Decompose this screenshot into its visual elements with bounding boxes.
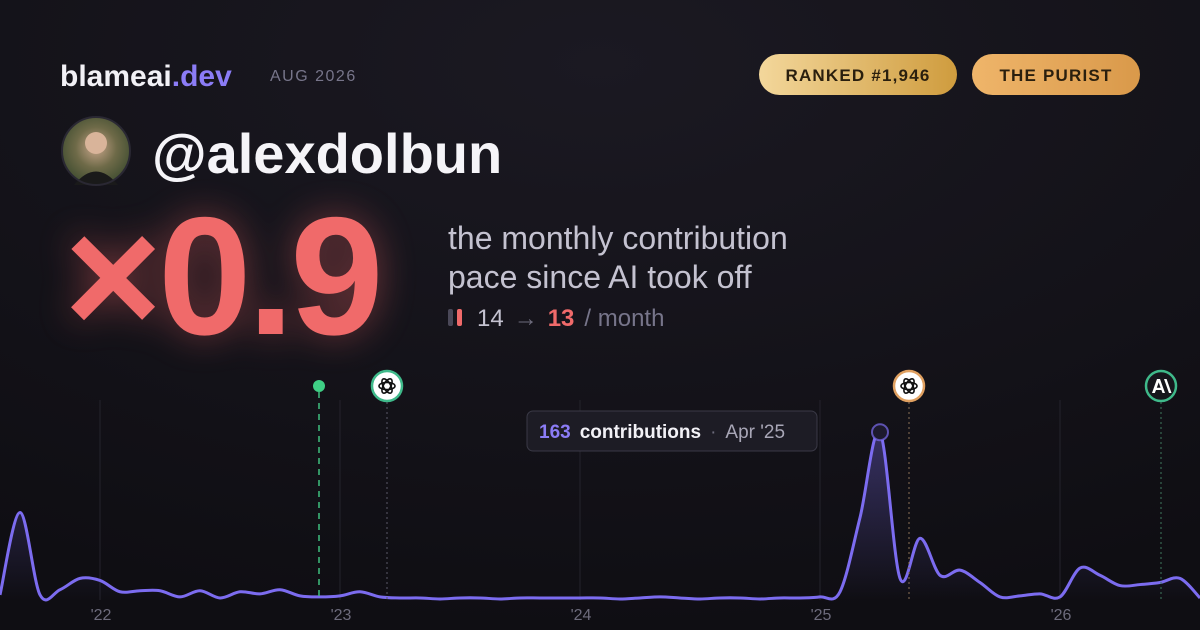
brand-name: blameai [60, 60, 172, 93]
arrow: → [514, 305, 538, 332]
brand-tld: .dev [172, 60, 232, 93]
tooltip-date: Apr '25 [725, 422, 785, 443]
x-tick-label: '26 [1051, 607, 1072, 624]
x-tick-label: '22 [91, 607, 112, 624]
tooltip-label: contributions [580, 422, 701, 443]
tooltip-separator: · [710, 422, 716, 443]
handle: @alexdolbun [152, 122, 502, 185]
highlight-point [871, 423, 889, 442]
area [0, 431, 1200, 600]
avatar [61, 116, 131, 186]
badge-text: RANKED #1,946 [785, 66, 930, 85]
badge [759, 54, 957, 95]
date: AUG 2026 [270, 68, 357, 85]
unit: / month [584, 305, 664, 332]
event-dot [313, 380, 325, 392]
badge-text: THE PURIST [999, 66, 1112, 85]
after-value: 13 [548, 305, 575, 332]
openai-icon [892, 369, 926, 403]
tooltip-value: 163 [539, 422, 571, 443]
caption-line: the monthly contribution [448, 220, 788, 256]
caption-line: pace since AI took off [448, 259, 752, 295]
x-tick-label: '24 [571, 607, 592, 624]
event-markers [313, 369, 1178, 600]
tooltip: 163 contributions · Apr '25 [526, 410, 818, 452]
before-value: 14 [477, 305, 504, 332]
multiplier: ×0.9 [64, 182, 380, 370]
before-indicator [448, 309, 453, 326]
line [0, 429, 1200, 602]
anthropic-icon [1144, 369, 1178, 403]
after-indicator [457, 309, 462, 326]
x-tick-label: '23 [331, 607, 352, 624]
brand: blameai.dev [60, 60, 232, 93]
x-tick-label: '25 [811, 607, 832, 624]
badge [972, 54, 1140, 95]
tooltip-text: 163 contributions · Apr '25 [539, 422, 785, 443]
tooltip-box [526, 410, 818, 452]
chart: '22 '23 '24 '25 '26 [0, 400, 1200, 624]
pace-row: 14 → 13 / month [477, 305, 664, 332]
openai-icon [370, 369, 404, 403]
